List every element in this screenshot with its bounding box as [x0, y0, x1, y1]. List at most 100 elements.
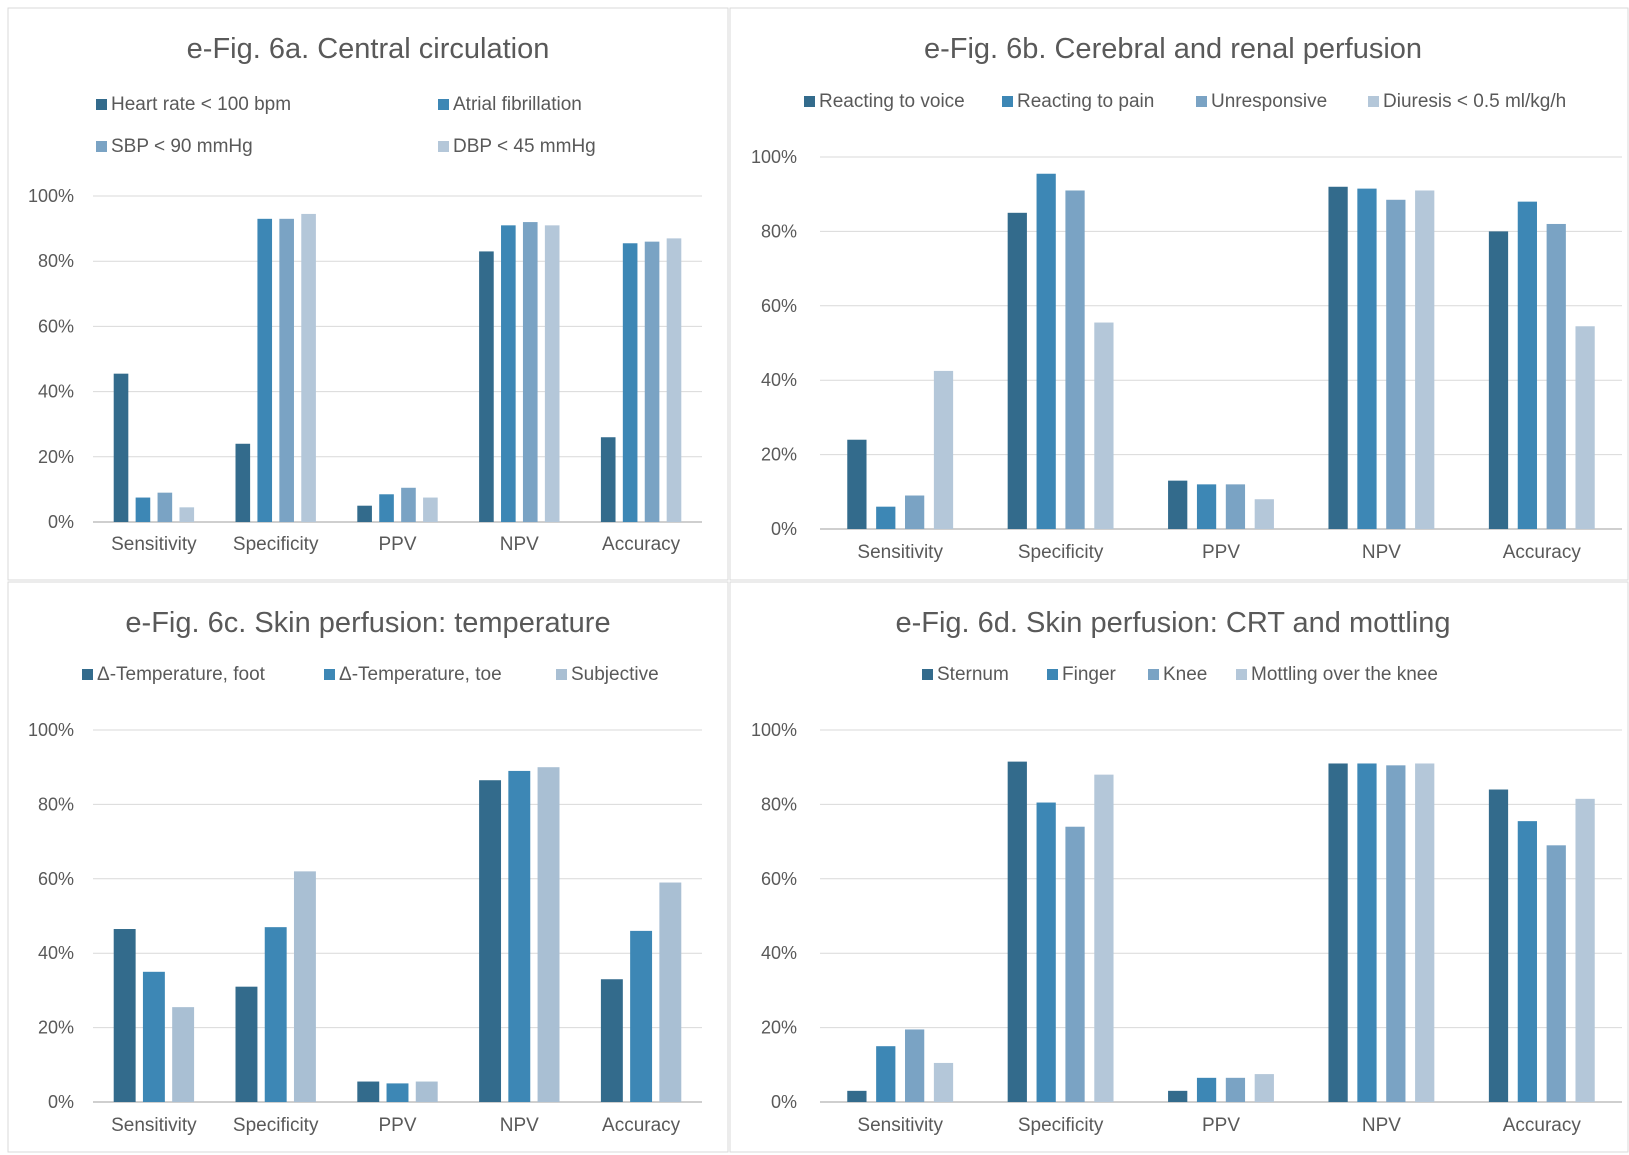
- bar: [1065, 826, 1085, 1102]
- bar: [1254, 1074, 1274, 1102]
- x-tick-label: NPV: [500, 1115, 539, 1136]
- chart-panel-1: e-Fig. 6a. Central circulation Heart rate…: [7, 7, 729, 581]
- bar: [1036, 173, 1056, 530]
- legend-item: Knee: [1148, 664, 1207, 685]
- x-tick-label: Accuracy: [602, 534, 681, 555]
- x-tick-label: PPV: [1202, 1115, 1240, 1136]
- bar: [386, 1083, 409, 1102]
- x-tick-label: Sensitivity: [111, 534, 197, 555]
- bar: [479, 780, 502, 1102]
- legend-item: SBP < 90 mmHg: [96, 136, 253, 157]
- bar: [1386, 765, 1406, 1102]
- y-tick-label: 80%: [761, 221, 797, 241]
- legend: Δ-Temperature, foot Δ-Temperature, toe Sub…: [82, 664, 659, 685]
- bar: [1196, 1077, 1217, 1102]
- legend-label: Atrial fibrillation: [453, 94, 582, 115]
- bar: [1196, 484, 1217, 529]
- chart-title: e-Fig. 6d. Skin perfusion: CRT and mottl…: [895, 607, 1450, 639]
- x-tick-label: PPV: [378, 1115, 416, 1136]
- bar: [1488, 231, 1509, 529]
- y-tick-label: 100%: [751, 720, 797, 740]
- bar: [666, 238, 682, 522]
- legend-swatch: [96, 99, 107, 110]
- bar: [113, 373, 129, 522]
- legend-label: Knee: [1163, 664, 1207, 685]
- bar: [379, 494, 394, 522]
- legend-swatch: [804, 96, 815, 107]
- chart-title: e-Fig. 6b. Cerebral and renal perfusion: [924, 33, 1422, 65]
- x-tick-label: PPV: [378, 534, 416, 555]
- bar: [293, 871, 316, 1102]
- x-tick-label: Specificity: [1018, 542, 1104, 563]
- y-tick-label: 60%: [38, 316, 74, 336]
- bar: [1517, 201, 1537, 529]
- legend-label: Reacting to voice: [819, 91, 965, 112]
- legend-swatch: [324, 669, 335, 680]
- bar: [1036, 802, 1056, 1102]
- bar: [423, 497, 438, 522]
- y-tick-label: 80%: [38, 251, 74, 271]
- bar: [235, 986, 258, 1102]
- chart-panel-3: e-Fig. 6c. Skin perfusion: temperature Δ-…: [7, 581, 729, 1153]
- bar: [933, 1062, 954, 1102]
- legend-label: Unresponsive: [1211, 91, 1327, 112]
- bar: [113, 929, 136, 1102]
- bar: [264, 927, 287, 1102]
- y-tick-label: 20%: [761, 445, 797, 465]
- bar: [257, 218, 273, 522]
- bar: [1357, 763, 1377, 1102]
- bar: [142, 971, 165, 1102]
- bar: [1575, 798, 1595, 1102]
- bar: [235, 443, 251, 522]
- bar: [933, 370, 954, 529]
- legend-item: Δ-Temperature, toe: [324, 664, 502, 685]
- bar: [1575, 326, 1595, 529]
- x-tick-label: NPV: [1362, 1115, 1401, 1136]
- legend-swatch: [438, 141, 449, 152]
- chart-panel-4: e-Fig. 6d. Skin perfusion: CRT and mottl…: [729, 581, 1629, 1153]
- legend-swatch: [96, 141, 107, 152]
- y-tick-label: 100%: [751, 147, 797, 167]
- legend-item: Atrial fibrillation: [438, 94, 582, 115]
- bar: [1065, 190, 1085, 530]
- bar: [1225, 484, 1246, 529]
- bar: [659, 882, 682, 1102]
- bar: [600, 979, 623, 1102]
- y-tick-label: 40%: [761, 943, 797, 963]
- bar: [1328, 763, 1348, 1102]
- y-tick-label: 60%: [38, 869, 74, 889]
- bar: [357, 505, 372, 522]
- legend-swatch: [438, 99, 449, 110]
- legend-item: Sternum: [922, 664, 1009, 685]
- bar: [905, 495, 925, 529]
- legend-item: Finger: [1047, 664, 1117, 685]
- bar: [1386, 199, 1406, 529]
- bar: [1488, 789, 1509, 1102]
- chart-panel-2: e-Fig. 6b. Cerebral and renal perfusion R…: [729, 7, 1629, 581]
- x-tick-label: Sensitivity: [857, 542, 943, 563]
- legend-label: DBP < 45 mmHg: [453, 136, 596, 157]
- bar: [301, 213, 316, 522]
- bar: [876, 506, 896, 529]
- y-tick-label: 100%: [28, 720, 74, 740]
- legend-item: DBP < 45 mmHg: [438, 136, 596, 157]
- x-tick-label: NPV: [500, 534, 539, 555]
- bar: [630, 930, 653, 1102]
- legend-swatch: [922, 669, 933, 680]
- bar: [135, 497, 151, 522]
- bar: [522, 222, 538, 522]
- bar: [1168, 1090, 1188, 1102]
- x-tick-label: Specificity: [233, 534, 319, 555]
- x-tick-label: Specificity: [1018, 1115, 1104, 1136]
- x-tick-label: Accuracy: [1503, 542, 1582, 563]
- bar: [600, 437, 616, 522]
- x-tick-label: Sensitivity: [111, 1115, 197, 1136]
- x-tick-label: NPV: [1362, 542, 1401, 563]
- legend-label: SBP < 90 mmHg: [111, 136, 253, 157]
- legend-label: Finger: [1062, 664, 1117, 685]
- bar: [1357, 188, 1377, 529]
- legend-item: Unresponsive: [1196, 91, 1327, 112]
- x-tick-label: Sensitivity: [857, 1115, 943, 1136]
- y-tick-label: 20%: [38, 1018, 74, 1038]
- bar: [157, 492, 173, 522]
